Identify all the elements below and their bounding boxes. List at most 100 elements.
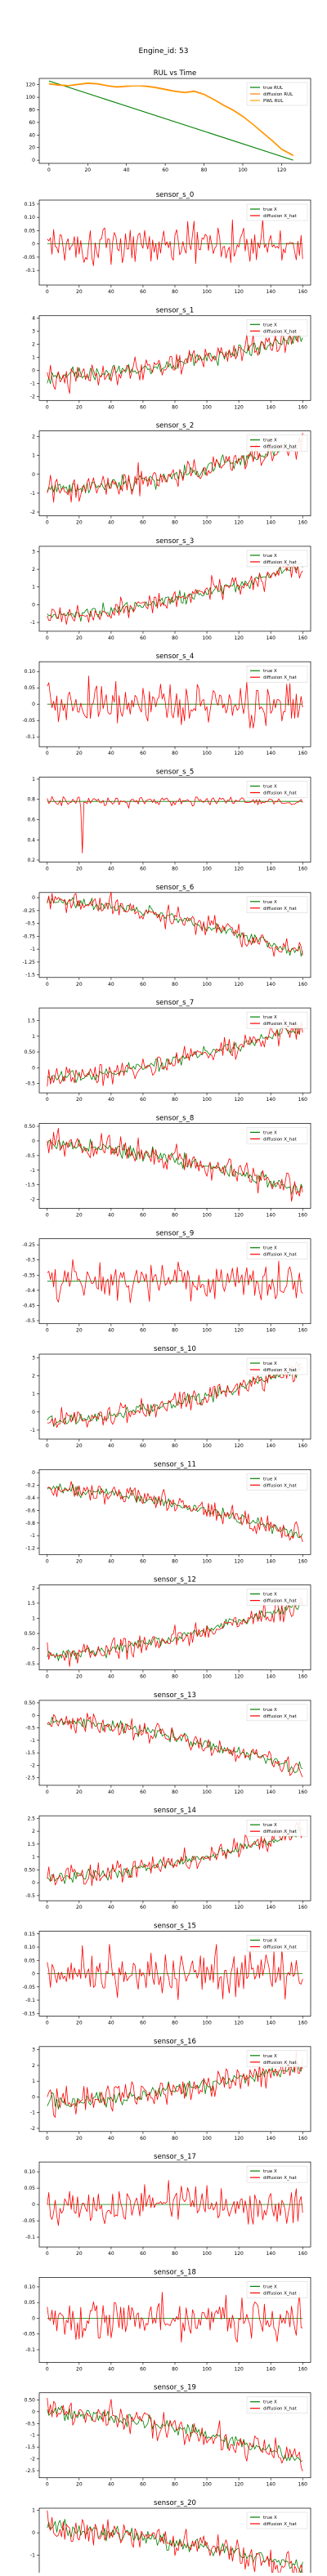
y-tick-label: 1 [32,355,35,361]
y-tick-label: -0.5 [25,1153,35,1159]
diffusion-series-line [47,1362,303,1428]
y-tick-label: 0 [32,602,35,608]
y-tick-label: 0.50 [25,1867,36,1873]
x-tick-label: 140 [266,867,275,872]
x-tick-label: 100 [202,2136,212,2141]
chart-sensor-s-2: sensor_s_2 0 20 40 60 80 100 120 140 160 -2 -1 0 1 2 tr… [30,422,311,526]
legend-box [246,1704,308,1722]
x-tick-label: 40 [108,1789,114,1795]
y-tick-label: -0.1 [25,1998,35,2003]
legend-label: true X [263,1823,277,1828]
y-tick-label: -0.05 [22,255,35,261]
y-tick-label: -1 [30,1168,35,1174]
y-tick-label: -1 [30,491,35,497]
legend-label: diffusion X_hat [263,1714,298,1719]
x-tick-label: 100 [202,404,212,410]
x-tick-label: 140 [266,1328,275,1334]
y-tick-label: -0.25 [22,908,35,914]
x-tick-label: 120 [234,2482,244,2488]
x-tick-label: 140 [266,2482,275,2488]
x-tick-label: 20 [76,2366,83,2372]
legend-label: diffusion X_hat [263,2176,298,2181]
x-tick-label: 80 [172,2136,178,2141]
y-tick-label: 0.50 [25,1700,36,1706]
y-tick-label: 0 [32,1065,35,1071]
chart-sensor-s-18: sensor_s_18 0 20 40 60 80 100 120 140 160 -0.1 -0.0… [22,2268,311,2372]
chart-sensor-s-9: sensor_s_9 0 20 40 60 80 100 120 140 160 -0.5 -0.45… [22,1230,311,1334]
legend-box [246,319,308,336]
y-tick-label: -0.4 [25,1288,35,1294]
x-tick-label: 0 [46,2482,49,2488]
x-tick-label: 20 [76,635,83,641]
chart-title: sensor_s_10 [154,1345,196,1353]
y-tick-label: 100 [26,95,36,100]
x-tick-label: 140 [266,751,275,756]
chart-rul-vs-time: RUL vs Time 0 20 40 60 80 100 120 0 20 40 60 80 100 12… [26,69,311,173]
legend-box [246,2050,308,2068]
chart-sensor-s-14: sensor_s_14 0 20 40 60 80 100 120 140 160 -0.5 0 0.5… [25,1807,311,1910]
x-tick-label: 140 [266,2366,275,2372]
chart-title: sensor_s_8 [156,1114,195,1122]
y-tick-label: -1 [30,1428,35,1433]
x-tick-label: 100 [202,1558,212,1564]
x-tick-label: 0 [46,404,49,410]
diffusion-series-line [47,2292,303,2343]
x-tick-label: 60 [140,2021,146,2026]
y-tick-label: -0.2 [25,1483,35,1489]
diffusion-series-line [47,1597,303,1667]
diffusion-series-line [47,2397,303,2471]
x-tick-label: 120 [234,751,244,756]
y-tick-label: -0.8 [25,1521,35,1526]
x-tick-label: 0 [46,635,49,641]
x-tick-label: 140 [266,1443,275,1449]
x-tick-label: 100 [202,751,212,756]
x-tick-label: 160 [298,289,308,295]
y-tick-label: 0.50 [25,1124,36,1130]
x-tick-label: 40 [108,1558,114,1564]
chart-title: sensor_s_4 [156,653,195,661]
y-tick-label: 1 [32,777,35,782]
chart-title: sensor_s_15 [154,1923,196,1931]
y-tick-label: 1.5 [27,1601,35,1607]
y-tick-label: 0 [32,2202,35,2208]
chart-title: sensor_s_0 [156,191,195,199]
y-tick-label: 20 [29,145,35,151]
legend-label: true X [263,1015,277,1020]
x-tick-label: 60 [140,1789,146,1795]
y-tick-label: 0 [32,472,35,478]
x-tick-label: 120 [234,982,244,987]
x-tick-label: 40 [108,1905,114,1910]
legend-label: diffusion X_hat [263,1253,298,1258]
legend-box [246,203,308,221]
legend-label: diffusion X_hat [263,1945,298,1950]
y-tick-label: -1.25 [22,960,35,965]
chart-sensor-s-11: sensor_s_11 0 20 40 60 80 100 120 140 160 -1.2 -1 -0… [25,1460,311,1564]
y-tick-label: -0.5 [25,2421,35,2427]
legend-label: true X [263,1593,277,1598]
y-tick-label: -0.5 [25,1318,35,1324]
chart-title: sensor_s_6 [156,884,195,892]
x-tick-label: 80 [172,867,178,872]
true-series-line [47,334,303,385]
legend-label: true X [263,207,277,212]
diffusion-series-line [47,218,303,266]
x-tick-label: 0 [46,1097,49,1103]
y-tick-label: 0.50 [25,1050,36,1055]
legend-label: diffusion X_hat [263,214,298,219]
x-tick-label: 140 [266,2136,275,2141]
legend-label: true X [263,1130,277,1135]
legend-label: true X [263,323,277,328]
x-tick-label: 0 [46,1328,49,1334]
y-tick-label: -0.75 [22,934,35,939]
x-tick-label: 120 [234,1674,244,1680]
y-tick-label: 1 [32,1855,35,1861]
x-tick-label: 100 [202,2366,212,2372]
x-tick-label: 120 [234,2251,244,2257]
x-tick-label: 20 [76,1328,83,1334]
x-tick-label: 20 [76,2021,83,2026]
x-tick-label: 80 [172,289,178,295]
legend-label: true X [263,1939,277,1944]
y-tick-label: 0.05 [25,2186,36,2191]
x-tick-label: 80 [172,751,178,756]
chart-sensor-s-12: sensor_s_12 0 20 40 60 80 100 120 140 160 -0.5 0 0.5… [25,1576,311,1680]
